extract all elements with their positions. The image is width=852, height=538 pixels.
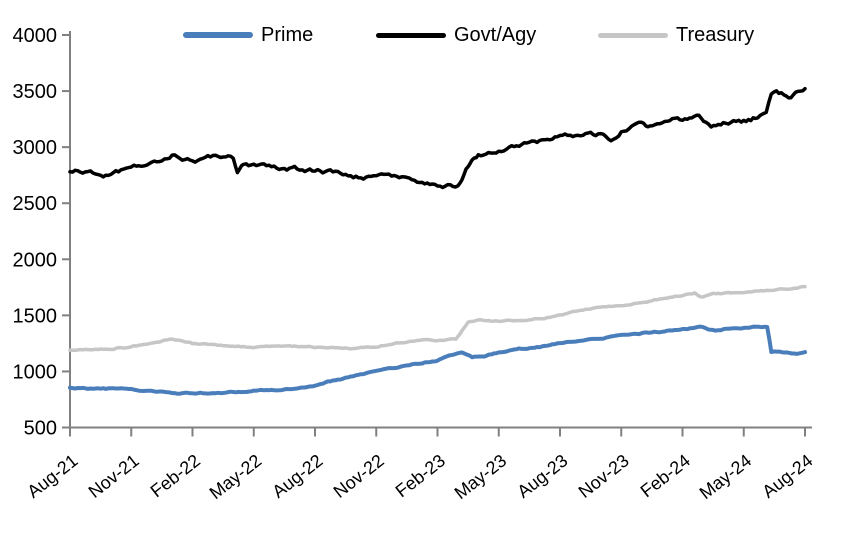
x-tick-label: Nov-22 <box>330 450 388 501</box>
y-tick-label: 3500 <box>13 81 58 103</box>
y-tick-label: 2000 <box>13 249 58 271</box>
x-tick-label: Aug-23 <box>513 450 571 501</box>
govt-agy-line-swatch <box>376 32 446 38</box>
x-tick-label: Nov-23 <box>575 450 633 501</box>
x-tick-label: Aug-21 <box>23 450 81 501</box>
y-tick-label: 4000 <box>13 25 58 47</box>
x-tick-label: May-22 <box>206 450 266 503</box>
y-tick-label: 1500 <box>13 305 58 327</box>
x-tick-label: Feb-22 <box>147 450 204 501</box>
chart-legend: Prime Govt/Agy Treasury <box>0 0 852 48</box>
x-tick-label: Aug-24 <box>758 450 816 501</box>
x-tick-label: May-24 <box>696 450 756 503</box>
legend-label-treasury: Treasury <box>676 24 755 46</box>
y-tick-label: 3000 <box>13 137 58 159</box>
treasury-line-swatch <box>598 32 668 38</box>
y-tick-label: 2500 <box>13 193 58 215</box>
x-tick-label: Aug-22 <box>268 450 326 501</box>
legend-item-treasury: Treasury <box>598 22 754 48</box>
x-tick-label: Nov-21 <box>85 450 143 501</box>
legend-item-govt-agy: Govt/Agy <box>376 22 536 48</box>
prime-line <box>68 324 807 396</box>
legend-label-prime: Prime <box>261 24 314 46</box>
x-tick-label: May-23 <box>451 450 511 503</box>
x-tick-label: Feb-24 <box>637 450 694 501</box>
legend-label-govt-agy: Govt/Agy <box>454 24 537 46</box>
prime-line-swatch <box>183 32 253 38</box>
y-tick-label: 1000 <box>13 361 58 383</box>
y-tick-label: 500 <box>24 418 57 440</box>
govt-agy-line <box>68 86 807 190</box>
legend-item-prime: Prime <box>183 22 313 48</box>
treasury-line <box>68 284 807 353</box>
x-tick-label: Feb-23 <box>392 450 449 501</box>
